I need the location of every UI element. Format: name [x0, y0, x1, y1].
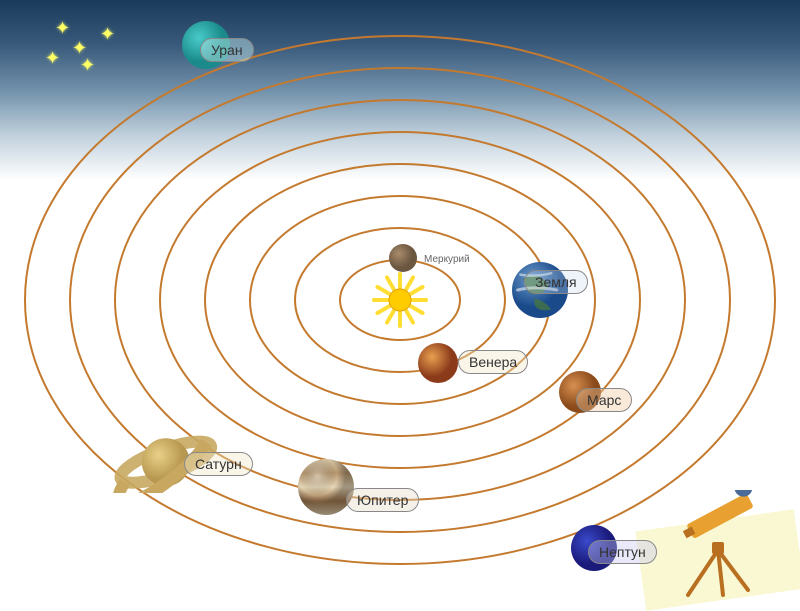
mercury-label: Меркурий [424, 254, 470, 265]
solar-system-diagram: ✦✦✦✦✦ МеркурийВенераЗемляМарсЮпитерСатур… [0, 0, 800, 600]
planet-jupiter [298, 459, 354, 515]
sun-icon [370, 270, 430, 330]
jupiter-label: Юпитер [346, 488, 419, 512]
venus-label: Венера [458, 350, 528, 374]
neptune-label: Нептун [588, 540, 657, 564]
mars-label: Марс [576, 388, 632, 412]
planet-mercury [389, 244, 417, 272]
saturn-label: Сатурн [184, 452, 253, 476]
planet-venus [418, 343, 458, 383]
telescope-icon [668, 490, 778, 600]
earth-label: Земля [524, 270, 588, 294]
uranus-label: Уран [200, 38, 254, 62]
